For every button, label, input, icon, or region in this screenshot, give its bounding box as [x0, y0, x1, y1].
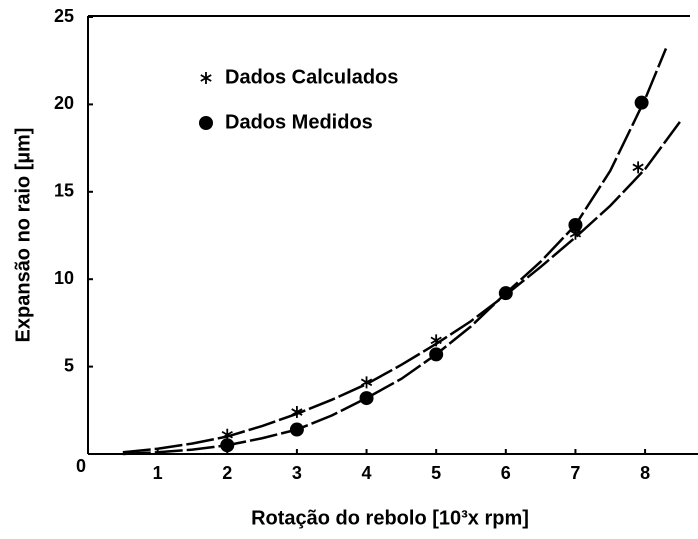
data-point	[568, 218, 583, 233]
x-tick-label: 1	[153, 463, 163, 483]
x-tick-label: 7	[570, 463, 580, 483]
y-tick-label: 0	[76, 456, 86, 476]
x-tick-label: 6	[501, 463, 511, 483]
data-point	[632, 161, 644, 174]
x-tick-label: 8	[640, 463, 650, 483]
y-tick-label: 15	[54, 181, 74, 201]
x-tick-label: 5	[431, 463, 441, 483]
legend-marker	[200, 72, 212, 84]
fit-curve	[122, 121, 681, 454]
x-tick-label: 3	[292, 463, 302, 483]
data-point	[429, 347, 444, 362]
y-tick-label: 5	[64, 355, 74, 375]
y-axis-label: Expansão no raio [µm]	[12, 128, 34, 343]
y-tick-label: 20	[54, 93, 74, 113]
y-tick-label: 25	[54, 6, 74, 26]
fit-curve	[122, 47, 668, 456]
data-point	[430, 334, 442, 347]
legend-label: Dados Calculados	[225, 66, 398, 88]
data-point	[289, 422, 304, 437]
x-tick-label: 2	[222, 463, 232, 483]
data-point	[291, 406, 303, 419]
data-point	[634, 95, 649, 110]
legend-marker	[199, 116, 213, 130]
x-axis-label: Rotação do rebolo [10³x rpm]	[251, 507, 529, 529]
data-point	[359, 391, 374, 406]
x-tick-label: 4	[362, 463, 372, 483]
y-tick-label: 10	[54, 268, 74, 288]
data-point	[220, 438, 235, 453]
data-point	[498, 286, 513, 301]
data-point	[360, 376, 373, 389]
legend-label: Dados Medidos	[225, 111, 373, 133]
